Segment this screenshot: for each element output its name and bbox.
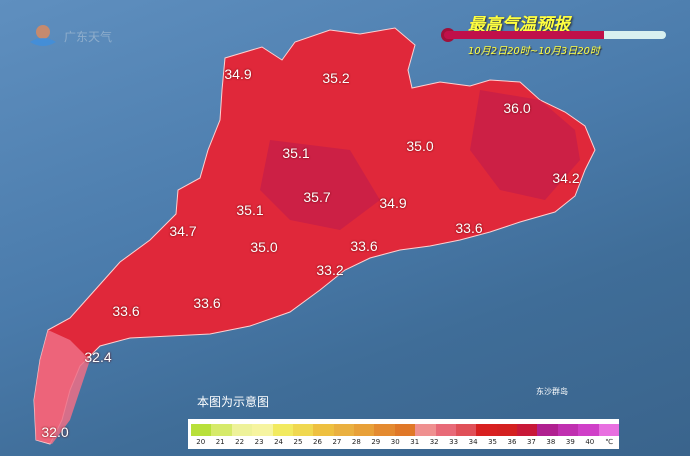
map-title: 最高气温预报 xyxy=(468,15,570,35)
legend-swatch xyxy=(415,424,436,436)
temperature-value: 35.0 xyxy=(406,138,434,154)
legend-swatch xyxy=(272,424,293,436)
legend-swatch xyxy=(455,424,477,436)
legend-label: 39 xyxy=(565,438,575,446)
legend-swatch xyxy=(354,424,375,436)
legend-label: 40 xyxy=(585,438,595,446)
legend-swatch xyxy=(578,424,599,436)
legend-swatch xyxy=(211,424,232,436)
province-region xyxy=(33,27,596,445)
legend-label: 31 xyxy=(410,438,420,446)
color-legend: 20 21 22 23 24 25 26 27 28 29 30 31 32 33 34 35 36 37 38 39… xyxy=(188,419,619,449)
legend-label: 20 xyxy=(196,438,206,446)
legend-swatch xyxy=(394,424,416,436)
legend-label: 30 xyxy=(390,438,400,446)
legend-swatch xyxy=(476,424,497,436)
legend-label: 37 xyxy=(526,438,536,446)
temperature-value: 34.9 xyxy=(379,195,407,211)
legend-swatch xyxy=(292,424,314,436)
legend-swatch xyxy=(313,424,334,436)
legend-label: 22 xyxy=(235,438,245,446)
temperature-value: 34.7 xyxy=(169,223,197,239)
temperature-value: 33.6 xyxy=(455,220,483,236)
legend-swatch xyxy=(517,424,538,436)
legend-swatch xyxy=(496,424,517,436)
temperature-value: 33.6 xyxy=(112,303,140,319)
legend-swatch xyxy=(598,424,619,436)
temperature-value: 32.0 xyxy=(41,424,69,440)
legend-label: 38 xyxy=(546,438,556,446)
weather-logo-icon xyxy=(28,22,58,52)
legend-swatch xyxy=(333,424,354,436)
temperature-value: 36.0 xyxy=(503,100,531,116)
legend-swatch xyxy=(557,424,579,436)
temperature-value: 33.6 xyxy=(350,238,378,254)
leizhou-peninsula xyxy=(34,330,90,444)
logo-text: 广东天气 xyxy=(64,30,113,44)
forecast-period: 10月2日20时~10月3日20时 xyxy=(468,46,601,57)
temperature-value: 34.9 xyxy=(224,66,252,82)
legend-label: 21 xyxy=(215,438,225,446)
hot-region xyxy=(260,90,580,230)
legend-label: 24 xyxy=(274,438,283,446)
legend-swatch xyxy=(231,424,253,436)
legend-unit: ℃ xyxy=(605,438,614,446)
temperature-value: 34.2 xyxy=(552,170,580,186)
temperature-value: 35.1 xyxy=(236,202,264,218)
legend-swatch xyxy=(374,424,395,436)
temperature-value: 35.7 xyxy=(303,189,331,205)
legend-label: 33 xyxy=(449,438,459,446)
schematic-note: 本图为示意图 xyxy=(197,395,270,409)
legend-swatch xyxy=(252,424,273,436)
legend-swatch xyxy=(191,424,212,436)
dongsha-islands-label: 东沙群岛 xyxy=(536,387,568,396)
legend-label: 25 xyxy=(293,438,303,446)
legend-label: 23 xyxy=(254,438,264,446)
legend-label: 27 xyxy=(332,438,342,446)
legend-swatch xyxy=(435,424,456,436)
legend-label: 29 xyxy=(371,438,381,446)
legend-label: 32 xyxy=(429,438,439,446)
legend-label: 36 xyxy=(507,438,517,446)
temperature-value: 35.0 xyxy=(250,239,278,255)
temperature-value: 35.2 xyxy=(322,70,350,86)
legend-label: 34 xyxy=(468,438,478,446)
temperature-value: 33.2 xyxy=(316,262,344,278)
temperature-value: 32.4 xyxy=(84,349,112,365)
legend-label: 35 xyxy=(488,438,497,446)
temperature-value: 33.6 xyxy=(193,295,221,311)
legend-label: 26 xyxy=(312,438,322,446)
legend-label: 28 xyxy=(351,438,361,446)
legend-swatch xyxy=(537,424,558,436)
thermometer-bar xyxy=(444,31,666,39)
temperature-value: 35.1 xyxy=(282,145,310,161)
